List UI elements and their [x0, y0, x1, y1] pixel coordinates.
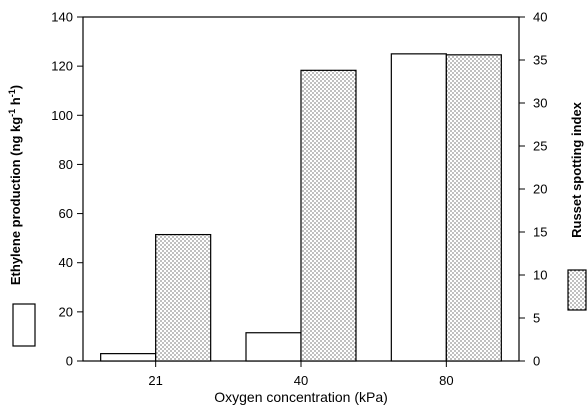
right-tick-label-0: 0 — [533, 354, 540, 369]
legend-swatch-open — [12, 303, 36, 347]
left-tick-label-0: 0 — [66, 354, 73, 369]
x-tick-label-0: 21 — [148, 373, 162, 388]
x-axis-title: Oxygen concentration (kPa) — [214, 389, 388, 405]
x-tick-label-2: 80 — [439, 373, 453, 388]
bar-left-21 — [100, 353, 157, 362]
right-axis-title: Russet spotting index — [569, 101, 584, 238]
right-tick-label-7: 35 — [533, 53, 547, 68]
left-axis-title: Ethylene production (ng kg-1 h-1) — [7, 85, 23, 285]
left-tick-label-3: 60 — [59, 206, 73, 221]
right-tick-label-5: 25 — [533, 139, 547, 154]
left-axis-ticks: 0 20 40 60 80 100 120 140 — [51, 10, 83, 369]
x-tick-label-1: 40 — [294, 373, 308, 388]
bar-left-80 — [390, 53, 447, 362]
bars — [100, 53, 502, 362]
right-axis-ticks: 0 5 10 15 20 25 30 35 40 — [519, 10, 547, 369]
legend-swatch-dotted — [567, 269, 587, 311]
right-tick-label-2: 10 — [533, 268, 547, 283]
bar-left-40 — [245, 332, 302, 362]
left-tick-label-7: 140 — [51, 10, 73, 25]
bar-right-21 — [155, 233, 212, 362]
right-tick-label-4: 20 — [533, 182, 547, 197]
left-tick-label-1: 20 — [59, 304, 73, 319]
left-tick-label-5: 100 — [51, 108, 73, 123]
bar-right-40 — [300, 69, 357, 362]
left-tick-label-2: 40 — [59, 255, 73, 270]
right-tick-label-1: 5 — [533, 311, 540, 326]
left-tick-label-4: 80 — [59, 157, 73, 172]
x-axis-ticks: 21 40 80 — [148, 361, 454, 388]
left-tick-label-6: 120 — [51, 59, 73, 74]
bar-right-80 — [445, 54, 502, 362]
right-tick-label-6: 30 — [533, 96, 547, 111]
right-tick-label-8: 40 — [533, 10, 547, 25]
right-tick-label-3: 15 — [533, 225, 547, 240]
